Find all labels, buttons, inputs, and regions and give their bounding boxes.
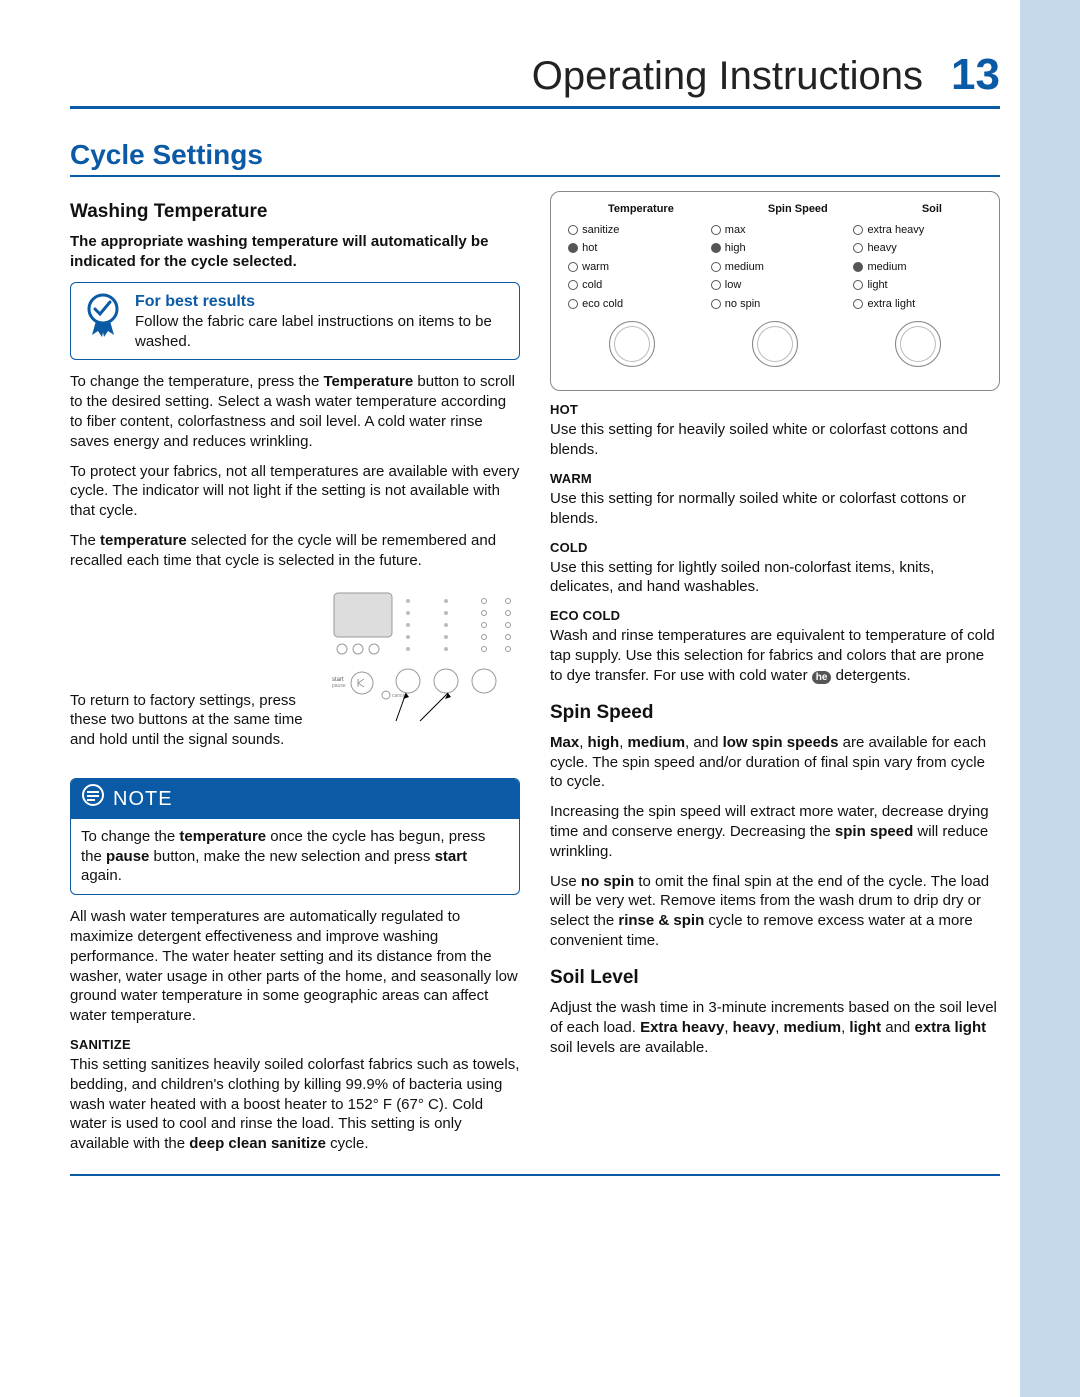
warm-label: WARM [550, 470, 1000, 487]
temperature-knob [609, 321, 655, 367]
protect-fabrics-paragraph: To protect your fabrics, not all tempera… [70, 462, 520, 521]
eco-cold-text: Wash and rinse temperatures are equivale… [550, 626, 1000, 685]
panel-option-hot: hot [568, 241, 696, 256]
hot-label: HOT [550, 401, 1000, 418]
left-column: Washing Temperature The appropriate wash… [70, 185, 520, 1164]
panel-option-extra-heavy: extra heavy [853, 223, 981, 238]
soil-level-heading: Soil Level [550, 965, 1000, 990]
cold-text: Use this setting for lightly soiled non-… [550, 558, 1000, 598]
panel-option-cold: cold [568, 278, 696, 293]
note-box: NOTE To change the temperature once the … [70, 778, 520, 895]
right-column: Temperature Spin Speed Soil sanitize hot w… [550, 185, 1000, 1164]
cold-label: COLD [550, 539, 1000, 556]
note-icon [81, 783, 105, 814]
page-number: 13 [951, 50, 1000, 100]
section-rule [70, 175, 1000, 177]
he-icon: he [812, 671, 832, 684]
panel-option-extra-light: extra light [853, 297, 981, 312]
soil-knob [895, 321, 941, 367]
change-temperature-paragraph: To change the temperature, press the Tem… [70, 372, 520, 451]
washer-control-diagram: start pause cancel [328, 587, 521, 763]
no-spin-paragraph: Use no spin to omit the final spin at th… [550, 872, 1000, 951]
footer-rule [70, 1174, 1000, 1176]
panel-option-low: low [711, 278, 839, 293]
tip-content: For best results Follow the fabric care … [135, 291, 509, 352]
page: Operating Instructions 13 Cycle Settings… [0, 0, 1080, 1397]
eco-cold-label: ECO COLD [550, 607, 1000, 624]
best-results-tip-box: For best results Follow the fabric care … [70, 282, 520, 361]
panel-header-soil: Soil [922, 202, 942, 217]
panel-header-spin: Spin Speed [768, 202, 828, 217]
panel-option-light: light [853, 278, 981, 293]
tip-title: For best results [135, 291, 509, 312]
panel-option-eco-cold: eco cold [568, 297, 696, 312]
washing-temperature-heading: Washing Temperature [70, 199, 520, 224]
note-body: To change the temperature once the cycle… [71, 819, 519, 894]
spin-speed-intro: Max, high, medium, and low spin speeds a… [550, 733, 1000, 792]
warm-text: Use this setting for normally soiled whi… [550, 489, 1000, 529]
soil-level-paragraph: Adjust the wash time in 3-minute increme… [550, 998, 1000, 1057]
header-rule [70, 106, 1000, 109]
side-accent-bar [1020, 0, 1080, 1397]
panel-option-high: high [711, 241, 839, 256]
washing-temperature-intro: The appropriate washing temperature will… [70, 232, 520, 272]
panel-option-heavy: heavy [853, 241, 981, 256]
tip-text: Follow the fabric care label instruction… [135, 312, 509, 352]
svg-text:pause: pause [332, 683, 346, 689]
panel-option-warm: warm [568, 260, 696, 275]
settings-panel-diagram: Temperature Spin Speed Soil sanitize hot w… [550, 191, 1000, 391]
spin-speed-heading: Spin Speed [550, 700, 1000, 725]
water-regulation-paragraph: All wash water temperatures are automati… [70, 907, 520, 1026]
page-header: Operating Instructions 13 [70, 50, 1080, 100]
panel-option-medium: medium [853, 260, 981, 275]
ribbon-check-icon [81, 291, 125, 352]
spin-speed-increase: Increasing the spin speed will extract m… [550, 802, 1000, 861]
note-label: NOTE [113, 786, 173, 812]
section-title: Cycle Settings [70, 139, 1080, 171]
sanitize-paragraph: This setting sanitizes heavily soiled co… [70, 1055, 520, 1154]
spin-knob [752, 321, 798, 367]
header-title: Operating Instructions [532, 54, 923, 99]
note-header: NOTE [71, 779, 519, 818]
panel-option-medium: medium [711, 260, 839, 275]
panel-header-temperature: Temperature [608, 202, 674, 217]
sanitize-label: SANITIZE [70, 1036, 520, 1053]
panel-option-no-spin: no spin [711, 297, 839, 312]
panel-option-max: max [711, 223, 839, 238]
two-column-layout: Washing Temperature The appropriate wash… [70, 185, 1080, 1164]
hot-text: Use this setting for heavily soiled whit… [550, 420, 1000, 460]
factory-reset-caption: To return to factory settings, press the… [70, 691, 318, 750]
remember-temperature-paragraph: The temperature selected for the cycle w… [70, 531, 520, 571]
panel-option-sanitize: sanitize [568, 223, 696, 238]
